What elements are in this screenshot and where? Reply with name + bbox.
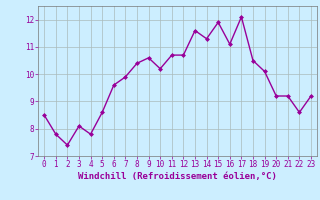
X-axis label: Windchill (Refroidissement éolien,°C): Windchill (Refroidissement éolien,°C) — [78, 172, 277, 181]
